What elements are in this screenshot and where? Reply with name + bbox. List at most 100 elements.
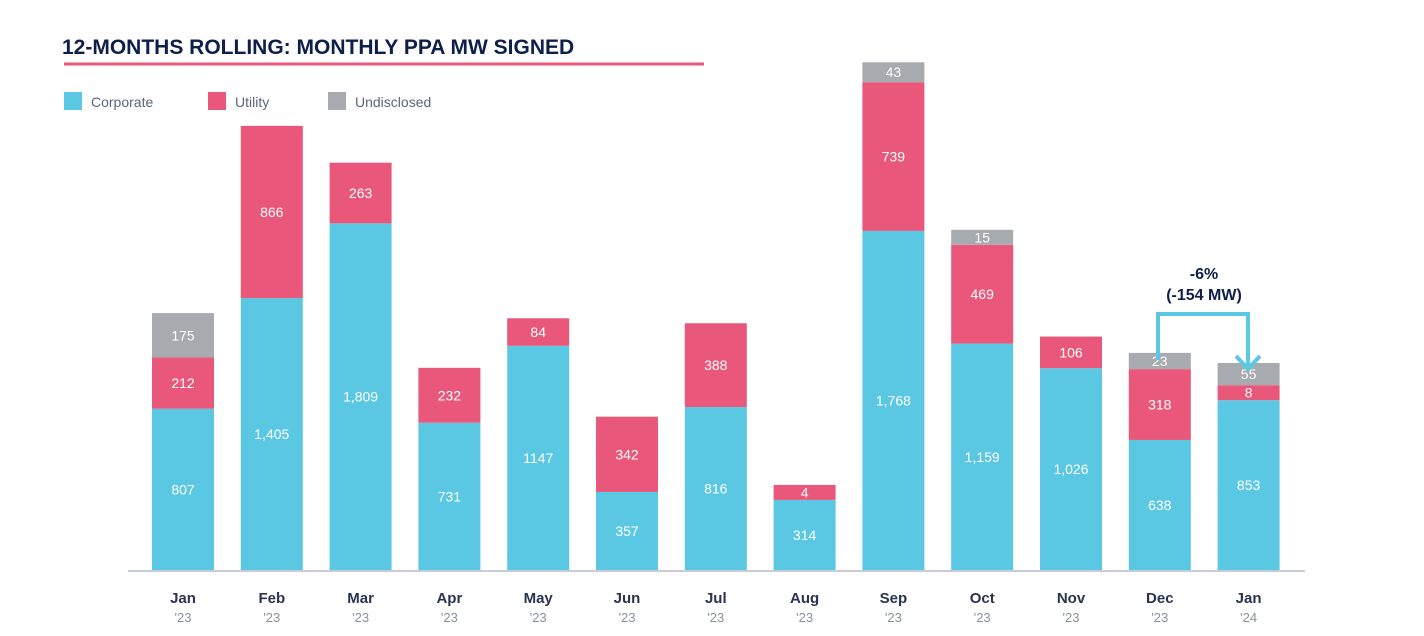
bar-utility-sep23 [862, 82, 925, 231]
x-tick-year: '23 [796, 610, 813, 625]
bar-utility-jul23 [684, 323, 747, 408]
x-tick-year: '23 [707, 610, 724, 625]
bar-utility-oct23 [951, 244, 1014, 344]
data-label: 866 [260, 204, 284, 220]
data-label: 314 [793, 527, 817, 543]
data-label: 807 [171, 481, 195, 497]
x-tick-year: '23 [619, 610, 636, 625]
x-axis-labels: Jan '23 Feb '23 Mar '23 Apr '23 May '23 Jun '23 Jul '… [170, 590, 1261, 625]
bar-corporate-jan23 [152, 408, 214, 570]
data-label: 4 [801, 484, 809, 500]
data-label: 23 [1152, 353, 1168, 369]
data-label: 212 [171, 375, 195, 391]
x-tick-month: Nov [1057, 590, 1086, 607]
annotation-percent: -6% [1190, 266, 1218, 283]
data-label: 388 [704, 357, 728, 373]
data-label: 731 [438, 488, 462, 504]
bar-utility-jan24 [1217, 385, 1280, 401]
legend-label-undisclosed: Undisclosed [355, 94, 431, 110]
data-label: 232 [438, 387, 462, 403]
x-tick-month: Dec [1146, 590, 1174, 607]
data-label: 1,026 [1053, 461, 1088, 477]
data-label: 1147 [523, 450, 553, 466]
bar-corporate-mar23 [329, 223, 392, 570]
bar-utility-jan23 [152, 357, 214, 409]
bar-corporate-may23 [507, 345, 570, 570]
bar-corporate-nov23 [1040, 368, 1102, 570]
bar-utility-nov23 [1040, 336, 1102, 369]
data-label: 8 [1245, 385, 1253, 401]
x-tick-month: Mar [347, 590, 374, 607]
x-tick-month: Sep [880, 590, 908, 607]
data-label: 1,405 [254, 426, 289, 442]
data-label: 43 [886, 64, 902, 80]
bar-corporate-aug23 [773, 499, 836, 570]
x-tick-year: '23 [1063, 610, 1080, 625]
bar-corporate-jul23 [684, 407, 747, 570]
data-label: 1,809 [343, 389, 378, 405]
data-label: 342 [615, 446, 639, 462]
data-label: 263 [349, 185, 373, 201]
data-label: 739 [882, 149, 906, 165]
data-label: 318 [1148, 397, 1172, 413]
x-tick-month: Jun [614, 590, 641, 607]
data-label: 1,159 [965, 449, 1000, 465]
bar-utility-feb23 [240, 125, 303, 299]
data-label: 15 [974, 229, 990, 245]
legend-swatch-utility [208, 92, 226, 110]
x-tick-year: '23 [263, 610, 280, 625]
legend-label-corporate: Corporate [91, 94, 153, 110]
data-label: 84 [530, 324, 546, 340]
bar-corporate-feb23 [240, 298, 303, 570]
bar-utility-apr23 [418, 367, 481, 423]
x-tick-month: Oct [970, 590, 995, 607]
x-tick-year: '23 [441, 610, 458, 625]
bars: 8072121751,4058661,809263731232114784357… [152, 62, 1280, 571]
x-tick-year: '23 [175, 610, 192, 625]
annotation-bracket [1156, 312, 1250, 368]
x-tick-year: '23 [352, 610, 369, 625]
bar-corporate-dec23 [1128, 439, 1191, 570]
data-label: 1,768 [876, 392, 911, 408]
bar-undisclosed-jan23 [152, 313, 214, 358]
x-tick-year: '23 [974, 610, 991, 625]
data-label: 853 [1237, 477, 1261, 493]
bar-utility-jun23 [596, 416, 658, 492]
x-tick-year: '23 [885, 610, 902, 625]
data-label: 469 [971, 286, 995, 302]
x-tick-month: Apr [436, 590, 462, 607]
bar-utility-may23 [507, 318, 570, 346]
x-tick-year: '23 [1151, 610, 1168, 625]
legend-swatch-corporate [64, 92, 82, 110]
x-tick-month: Jul [705, 590, 727, 607]
legend-label-utility: Utility [235, 94, 269, 110]
bar-corporate-apr23 [418, 422, 481, 570]
bar-undisclosed-sep23 [862, 62, 925, 83]
arrow-down-icon [1234, 354, 1262, 372]
x-tick-month: Jan [1236, 590, 1262, 607]
data-label: 175 [171, 327, 195, 343]
bar-utility-dec23 [1128, 369, 1191, 440]
x-tick-year: '23 [530, 610, 547, 625]
x-tick-month: May [524, 590, 554, 607]
x-tick-month: Jan [170, 590, 196, 607]
bar-corporate-jun23 [596, 491, 658, 570]
data-label: 816 [704, 481, 728, 497]
data-label: 106 [1059, 344, 1083, 360]
bar-undisclosed-dec23 [1128, 352, 1191, 370]
bar-corporate-oct23 [951, 343, 1014, 570]
x-tick-month: Feb [258, 590, 285, 607]
bar-utility-aug23 [773, 484, 836, 500]
data-label: 55 [1241, 366, 1257, 382]
bar-utility-mar23 [329, 162, 392, 224]
legend: Corporate Utility Undisclosed [64, 92, 431, 110]
x-tick-year: '24 [1240, 610, 1257, 625]
bar-undisclosed-oct23 [951, 229, 1014, 245]
bar-undisclosed-jan24 [1217, 363, 1280, 386]
x-tick-month: Aug [790, 590, 819, 607]
data-label: 357 [615, 523, 639, 539]
annotation-mw: (-154 MW) [1166, 287, 1242, 304]
change-annotation: -6% (-154 MW) [1156, 266, 1262, 372]
legend-swatch-undisclosed [328, 92, 346, 110]
bar-corporate-jan24 [1217, 400, 1280, 570]
